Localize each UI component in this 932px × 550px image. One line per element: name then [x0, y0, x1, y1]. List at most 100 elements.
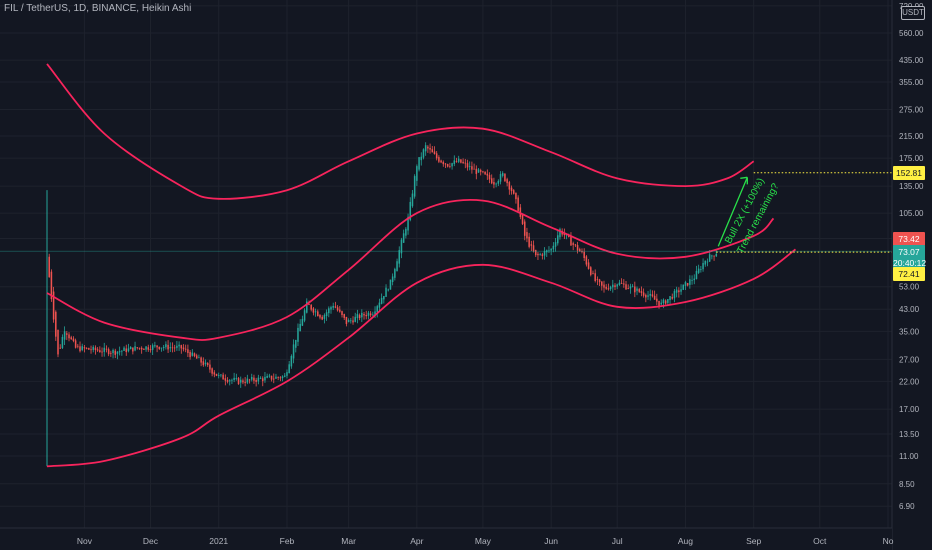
channel-line-2[interactable]	[46, 198, 775, 341]
candle-body	[383, 296, 385, 300]
candle-body	[257, 377, 260, 382]
candle-body	[180, 345, 183, 349]
candle-body	[59, 347, 61, 349]
candle-body	[660, 302, 663, 305]
candle-body	[607, 288, 610, 290]
candle-body	[497, 180, 500, 184]
price-tick-label: 8.50	[899, 480, 915, 489]
candle-body	[466, 163, 469, 168]
candle-body	[656, 298, 658, 302]
candle-body	[297, 327, 299, 342]
candle-body	[330, 307, 332, 310]
channel-line-1[interactable]	[46, 63, 755, 200]
candle-body	[314, 311, 317, 313]
candle-body	[684, 282, 687, 286]
candle-body	[147, 347, 150, 350]
candle-body	[418, 157, 420, 170]
candle-body	[167, 344, 169, 350]
price-tick-label: 175.00	[899, 154, 924, 163]
price-tick-label: 560.00	[899, 29, 924, 38]
candle-body	[396, 261, 398, 272]
candle-body	[310, 304, 312, 310]
candle-body	[369, 313, 372, 316]
candle-body	[292, 344, 295, 359]
candle-body	[387, 289, 390, 291]
candle-body	[673, 290, 676, 299]
candle-body	[149, 349, 152, 351]
candle-body	[306, 301, 308, 313]
candle-body	[123, 347, 125, 351]
candle-body	[107, 349, 110, 355]
candle-body	[627, 288, 629, 289]
candle-body	[277, 377, 279, 379]
candle-body	[323, 315, 326, 319]
currency-unit-badge[interactable]: USDT	[901, 6, 925, 20]
candle-body	[669, 296, 671, 301]
candle-body	[178, 344, 180, 347]
candle-body	[405, 228, 407, 236]
candle-body	[563, 233, 566, 236]
candle-body	[336, 307, 339, 311]
price-tick-label: 22.00	[899, 377, 920, 386]
candle-body	[283, 375, 286, 377]
candle-body	[272, 378, 275, 380]
candle-body	[162, 346, 165, 348]
candle-body	[204, 362, 207, 365]
candle-body	[460, 159, 462, 163]
time-tick-label: Jul	[612, 536, 623, 546]
time-axis[interactable]: Nov Dec 2021 Feb Mar Apr May Jun Jul Aug Sep Oct No	[77, 536, 894, 546]
candle-body	[508, 182, 511, 190]
candle-body	[512, 190, 515, 194]
candle-body	[105, 348, 108, 350]
candle-body	[541, 254, 544, 256]
candle-body	[675, 289, 678, 293]
candle-body	[288, 364, 290, 374]
candle-body	[129, 346, 132, 350]
price-tag-low: 72.41	[893, 267, 925, 281]
candle-body	[121, 350, 123, 352]
candle-body	[427, 146, 429, 149]
candle-body	[711, 255, 713, 257]
candle-body	[343, 314, 345, 318]
candle-body	[79, 346, 81, 352]
time-tick-label: Nov	[77, 536, 93, 546]
candle-body	[52, 291, 55, 320]
candle-body	[658, 300, 660, 306]
arrow-head	[740, 176, 748, 185]
candle-body	[50, 271, 53, 300]
grid	[0, 0, 892, 528]
candle-body	[554, 242, 557, 247]
candle-body	[532, 245, 535, 252]
time-tick-label: Jun	[544, 536, 558, 546]
candle-body	[136, 347, 139, 349]
price-tick-label: 355.00	[899, 78, 924, 87]
price-tick-label: 435.00	[899, 56, 924, 65]
candle-body	[631, 286, 634, 288]
candle-body	[442, 161, 445, 165]
candle-body	[347, 320, 350, 323]
price-tick-label: 275.00	[899, 106, 924, 115]
channel-lines[interactable]	[46, 63, 797, 468]
candle-body	[151, 345, 154, 350]
channel-line-3[interactable]	[46, 248, 797, 468]
candle-body	[81, 346, 83, 350]
candle-body	[543, 251, 546, 256]
candle-body	[202, 361, 205, 366]
candle-body	[198, 357, 200, 359]
candle-body	[281, 376, 284, 379]
candle-body	[169, 347, 172, 349]
candle-body	[680, 289, 682, 292]
candle-body	[66, 333, 68, 335]
candle-body	[367, 312, 370, 316]
candle-body	[416, 166, 418, 181]
candle-body	[226, 380, 229, 382]
candle-body	[409, 201, 412, 221]
annotation-group[interactable]: Bull 2X (+100%) Trend remaining?	[717, 176, 782, 256]
candle-body	[499, 174, 502, 182]
candle-body	[301, 318, 304, 326]
time-tick-label: Feb	[280, 536, 295, 546]
candle-body	[200, 357, 202, 363]
candle-body	[94, 347, 97, 351]
candle-body	[378, 302, 381, 308]
